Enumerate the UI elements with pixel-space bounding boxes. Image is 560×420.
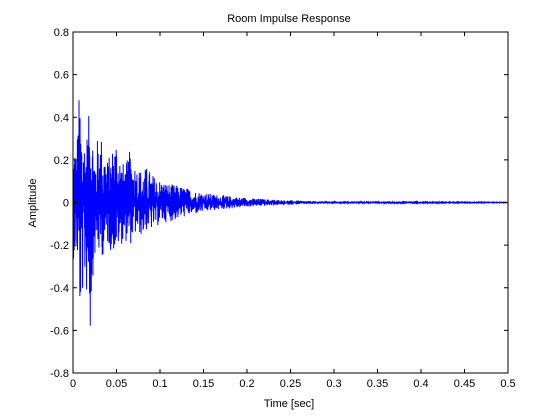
- x-axis-label: Time [sec]: [264, 398, 314, 410]
- y-tick-label: -0.2: [50, 240, 69, 252]
- x-tick-label: 0.25: [280, 378, 301, 390]
- x-tick-label: 0.2: [239, 378, 254, 390]
- y-tick-label: 0.2: [54, 155, 69, 167]
- y-tick-label: -0.6: [50, 325, 69, 337]
- y-axis-label: Amplitude: [27, 179, 39, 228]
- x-tick-label: 0: [70, 378, 76, 390]
- y-tick-label: 0.8: [54, 27, 69, 39]
- y-tick-label: 0.6: [54, 70, 69, 82]
- x-tick-label: 0.3: [326, 378, 341, 390]
- x-tick-label: 0.1: [152, 378, 167, 390]
- y-tick-label: -0.8: [50, 368, 69, 380]
- y-axis-ticks: -0.8 -0.6 -0.4 -0.2 0 0.2 0.4 0.6 0.8: [50, 27, 508, 380]
- y-tick-label: 0: [63, 198, 69, 210]
- signal-line: [72, 100, 509, 326]
- y-tick-label: 0.4: [54, 112, 69, 124]
- x-tick-label: 0.45: [454, 378, 475, 390]
- y-tick-label: -0.4: [50, 283, 69, 295]
- x-tick-label: 0.15: [193, 378, 214, 390]
- x-tick-label: 0.35: [367, 378, 388, 390]
- x-tick-label: 0.05: [106, 378, 127, 390]
- x-axis-ticks: 0 0.05 0.1 0.15 0.2 0.25 0.3 0.35 0.4 0.45 0.5: [70, 32, 516, 390]
- x-tick-label: 0.4: [413, 378, 428, 390]
- x-tick-label: 0.5: [500, 378, 515, 390]
- plot-frame: [72, 31, 509, 374]
- chart-title: Room Impulse Response: [227, 13, 351, 25]
